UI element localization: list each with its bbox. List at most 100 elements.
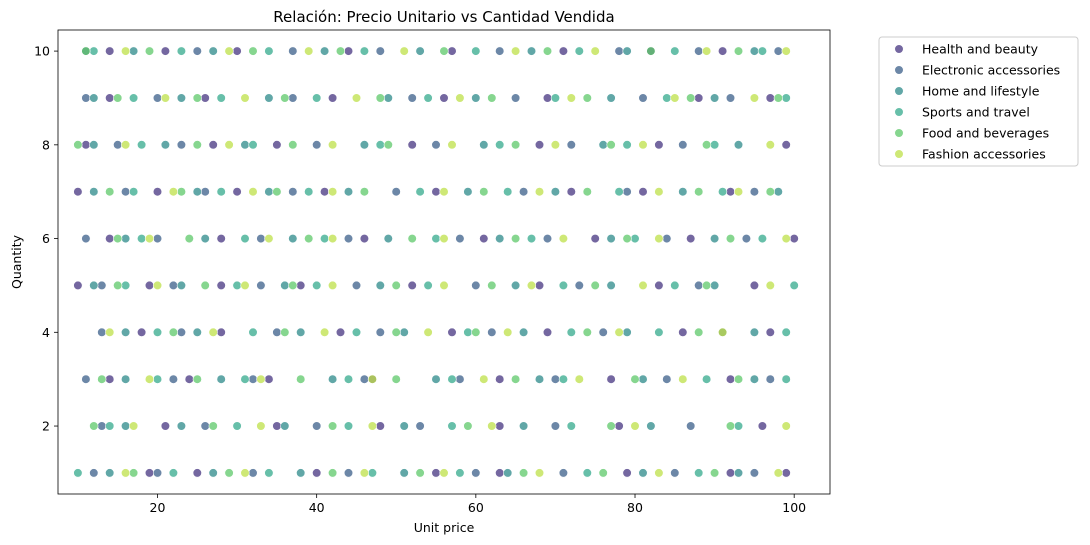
- point-series-1: [81, 140, 91, 150]
- point-series-1: [479, 234, 489, 244]
- point-series-2: [391, 187, 401, 197]
- point-series-6: [224, 46, 234, 56]
- point-series-2: [176, 140, 186, 150]
- point-series-5: [129, 468, 139, 478]
- point-series-4: [304, 187, 314, 197]
- point-series-6: [614, 327, 624, 337]
- point-series-1: [216, 327, 226, 337]
- x-tick-label: 60: [468, 500, 484, 515]
- point-series-6: [328, 140, 338, 150]
- point-series-6: [526, 280, 537, 291]
- point-series-6: [566, 93, 576, 103]
- point-series-1: [73, 187, 83, 197]
- point-series-2: [622, 187, 632, 197]
- point-series-3: [375, 280, 385, 291]
- point-series-2: [375, 46, 385, 56]
- point-series-4: [670, 46, 680, 56]
- point-series-3: [733, 140, 744, 150]
- point-series-3: [431, 374, 441, 384]
- point-series-5: [582, 187, 592, 197]
- point-series-4: [176, 46, 186, 56]
- point-series-3: [383, 234, 393, 244]
- point-series-6: [423, 327, 433, 337]
- legend: Health and beauty Electronic accessories H…: [878, 36, 1079, 167]
- point-series-3: [120, 327, 131, 337]
- point-series-4: [463, 327, 473, 337]
- point-series-2: [97, 280, 107, 291]
- point-series-2: [113, 140, 123, 150]
- point-series-3: [622, 327, 632, 337]
- point-series-2: [97, 421, 107, 431]
- point-series-3: [678, 187, 688, 197]
- point-series-5: [701, 280, 712, 291]
- point-series-2: [542, 234, 553, 244]
- point-series-5: [328, 421, 338, 431]
- point-series-6: [328, 187, 338, 197]
- point-series-2: [256, 280, 266, 291]
- point-series-4: [694, 468, 704, 478]
- point-series-6: [717, 327, 728, 337]
- scatter-points: [73, 46, 799, 478]
- point-series-4: [670, 280, 680, 291]
- point-series-4: [351, 327, 362, 337]
- point-series-3: [399, 421, 409, 431]
- point-series-4: [630, 234, 640, 244]
- point-series-6: [256, 421, 266, 431]
- point-series-6: [248, 187, 258, 197]
- point-series-3: [526, 46, 537, 56]
- point-series-5: [686, 93, 696, 103]
- point-series-2: [455, 234, 465, 244]
- point-series-4: [168, 468, 178, 478]
- point-series-1: [590, 234, 600, 244]
- point-series-1: [160, 46, 170, 56]
- point-series-1: [431, 187, 441, 197]
- point-series-2: [200, 187, 210, 197]
- point-series-5: [304, 234, 314, 244]
- point-series-4: [717, 187, 728, 197]
- point-series-3: [749, 374, 760, 384]
- point-series-4: [129, 187, 139, 197]
- point-series-5: [582, 327, 592, 337]
- point-series-4: [566, 327, 576, 337]
- point-series-2: [487, 327, 497, 337]
- point-series-6: [773, 468, 783, 478]
- point-series-5: [280, 327, 290, 337]
- point-series-5: [288, 140, 298, 150]
- point-series-2: [678, 140, 688, 150]
- point-series-3: [598, 140, 608, 150]
- point-series-3: [264, 93, 274, 103]
- legend-label: Food and beverages: [922, 126, 1049, 141]
- point-series-3: [320, 46, 330, 56]
- point-series-6: [749, 93, 760, 103]
- point-series-4: [757, 234, 768, 244]
- point-series-1: [216, 280, 226, 291]
- point-series-6: [256, 374, 266, 384]
- point-series-1: [105, 234, 115, 244]
- point-series-2: [288, 187, 298, 197]
- point-series-3: [105, 468, 115, 478]
- point-series-2: [686, 421, 696, 431]
- point-series-1: [781, 140, 791, 150]
- point-series-1: [192, 468, 202, 478]
- point-series-2: [662, 234, 672, 244]
- point-series-5: [439, 46, 449, 56]
- point-series-2: [741, 234, 752, 244]
- point-series-4: [574, 46, 584, 56]
- point-series-4: [367, 468, 378, 478]
- point-series-4: [375, 140, 385, 150]
- y-tick-label: 2: [42, 419, 50, 434]
- point-series-1: [495, 374, 505, 384]
- point-series-2: [248, 374, 258, 384]
- point-series-3: [518, 327, 529, 337]
- point-series-1: [105, 374, 115, 384]
- point-series-5: [487, 93, 497, 103]
- point-series-5: [694, 327, 704, 337]
- point-series-5: [646, 46, 656, 56]
- point-series-4: [757, 46, 768, 56]
- point-series-4: [566, 421, 576, 431]
- point-series-1: [495, 421, 505, 431]
- point-series-2: [200, 421, 210, 431]
- point-series-2: [455, 374, 465, 384]
- point-series-2: [662, 374, 672, 384]
- point-series-1: [765, 93, 775, 103]
